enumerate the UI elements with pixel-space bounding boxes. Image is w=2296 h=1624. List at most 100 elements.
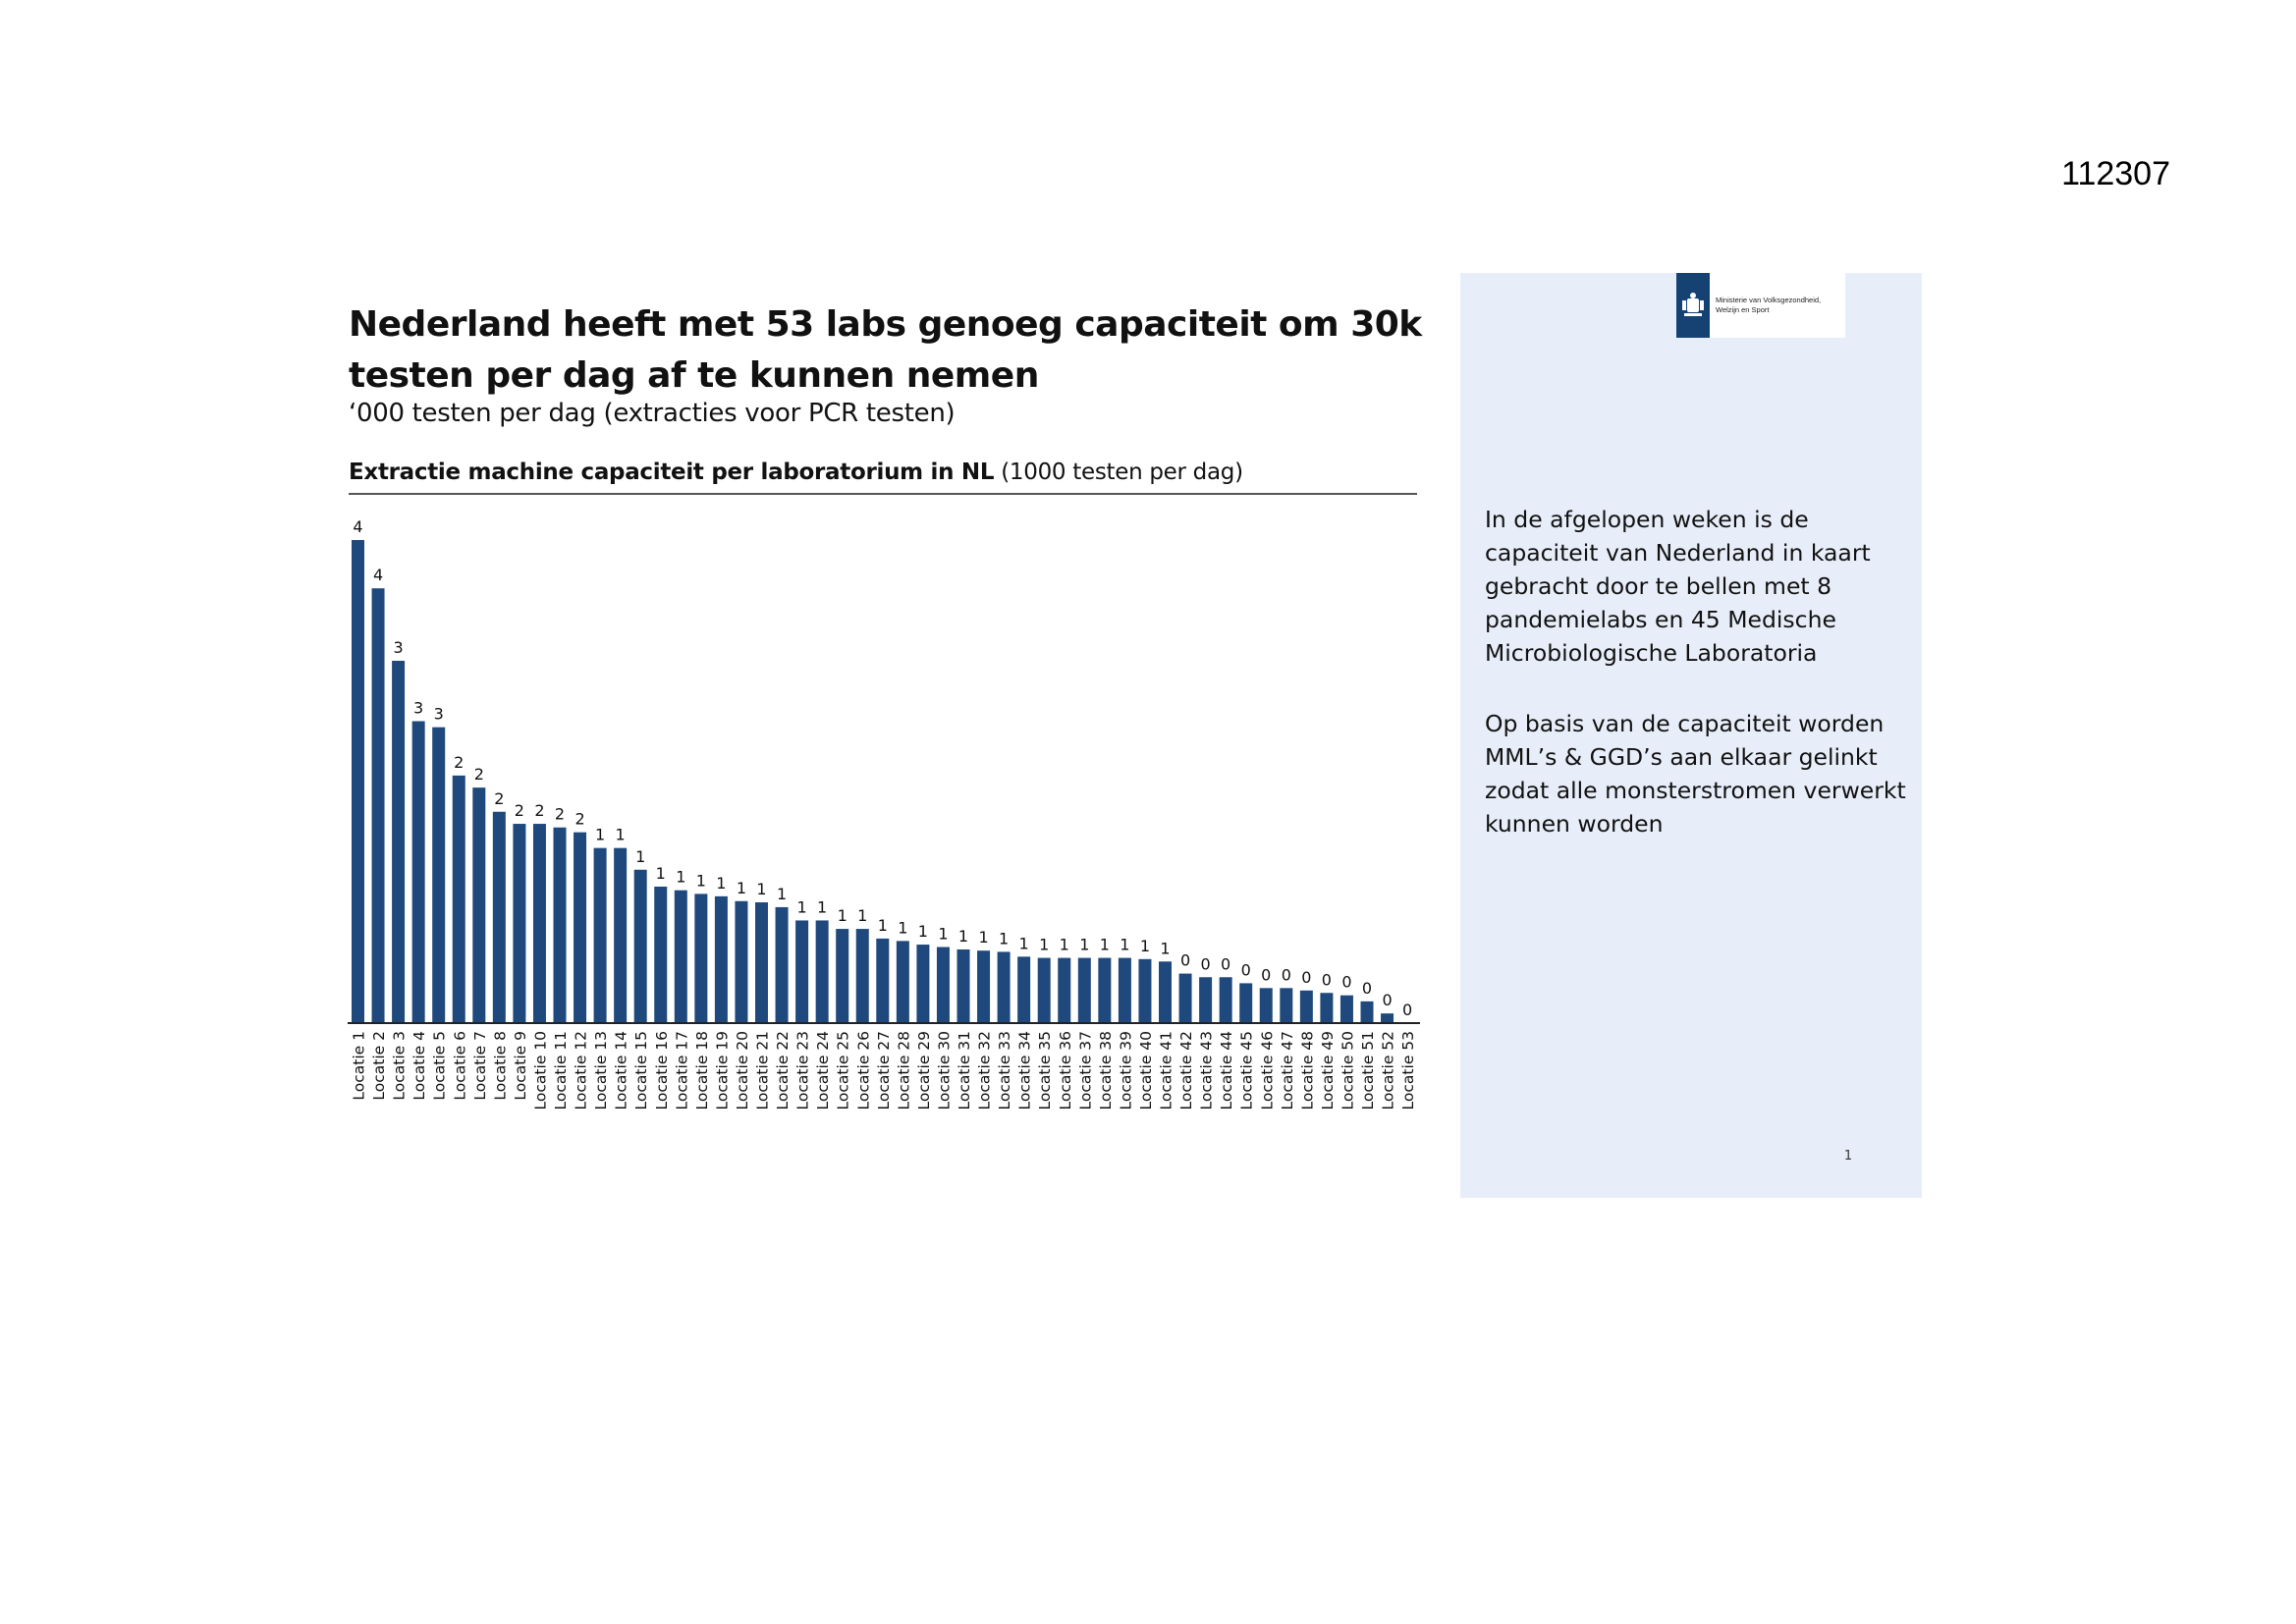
category-label-26: Locatie 26 bbox=[854, 1031, 872, 1110]
value-label-24: 1 bbox=[817, 897, 827, 916]
value-label-39: 1 bbox=[1120, 936, 1129, 954]
bar-34 bbox=[1017, 956, 1031, 1023]
bar-49 bbox=[1320, 993, 1334, 1023]
panel-paragraph-1: In de afgelopen weken is de capaciteit v… bbox=[1485, 506, 1871, 667]
category-labels: Locatie 1 Locatie 2 Locatie 3 Locatie 4 Loca… bbox=[351, 1031, 1418, 1110]
category-label-47: Locatie 47 bbox=[1279, 1031, 1296, 1110]
bar-50 bbox=[1339, 995, 1353, 1023]
value-label-51: 0 bbox=[1362, 979, 1372, 998]
bar-28 bbox=[896, 941, 909, 1023]
bar-12 bbox=[574, 832, 587, 1023]
ministry-name-line2: Welzijn en Sport bbox=[1716, 305, 1770, 314]
bar-20 bbox=[735, 900, 748, 1023]
bar-24 bbox=[815, 920, 829, 1023]
category-label-28: Locatie 28 bbox=[895, 1031, 912, 1110]
category-label-46: Locatie 46 bbox=[1258, 1031, 1276, 1110]
category-label-15: Locatie 15 bbox=[632, 1031, 650, 1110]
value-label-8: 2 bbox=[494, 789, 504, 808]
category-label-3: Locatie 3 bbox=[391, 1031, 409, 1101]
bar-33 bbox=[997, 951, 1011, 1023]
category-label-6: Locatie 6 bbox=[451, 1031, 468, 1101]
bar-14 bbox=[614, 847, 628, 1023]
value-label-32: 1 bbox=[978, 928, 988, 947]
bar-10 bbox=[532, 824, 546, 1023]
value-label-1: 4 bbox=[353, 517, 362, 536]
value-label-52: 0 bbox=[1382, 991, 1392, 1009]
bar-51 bbox=[1360, 1001, 1374, 1023]
value-label-11: 2 bbox=[555, 805, 565, 824]
bar-25 bbox=[836, 929, 849, 1023]
value-label-9: 2 bbox=[515, 801, 524, 820]
bar-21 bbox=[755, 902, 768, 1023]
category-label-43: Locatie 43 bbox=[1198, 1031, 1216, 1110]
value-label-34: 1 bbox=[1019, 934, 1029, 952]
bar-23 bbox=[795, 920, 809, 1023]
bar-29 bbox=[916, 945, 930, 1023]
value-label-3: 3 bbox=[394, 638, 404, 657]
bar-41 bbox=[1159, 961, 1172, 1023]
category-label-32: Locatie 32 bbox=[976, 1031, 994, 1110]
value-label-33: 1 bbox=[999, 929, 1009, 947]
category-label-9: Locatie 9 bbox=[512, 1031, 529, 1101]
category-label-14: Locatie 14 bbox=[613, 1031, 630, 1110]
category-label-11: Locatie 11 bbox=[552, 1031, 570, 1110]
slide-title-line2: testen per dag af te kunnen nemen bbox=[349, 355, 1039, 396]
chart-heading-bold: Extractie machine capaciteit per laborat… bbox=[349, 460, 995, 485]
value-label-53: 0 bbox=[1402, 1001, 1412, 1019]
ministry-logo: Ministerie van Volksgezondheid, Welzijn … bbox=[1676, 273, 1845, 338]
category-label-25: Locatie 25 bbox=[835, 1031, 852, 1110]
bar-11 bbox=[553, 827, 567, 1023]
value-label-42: 0 bbox=[1180, 951, 1190, 970]
bar-52 bbox=[1381, 1013, 1394, 1023]
category-label-42: Locatie 42 bbox=[1177, 1031, 1195, 1110]
bar-36 bbox=[1058, 957, 1071, 1023]
category-label-41: Locatie 41 bbox=[1158, 1031, 1175, 1110]
value-label-35: 1 bbox=[1039, 936, 1049, 954]
value-label-18: 1 bbox=[696, 871, 706, 890]
chart-heading-unit: (1000 testen per dag) bbox=[994, 460, 1243, 485]
value-label-43: 0 bbox=[1201, 954, 1211, 973]
category-label-5: Locatie 5 bbox=[431, 1031, 449, 1101]
value-label-6: 2 bbox=[454, 753, 464, 772]
bar-46 bbox=[1259, 988, 1273, 1023]
slide-title-line1: Nederland heeft met 53 labs genoeg capac… bbox=[349, 304, 1422, 345]
category-label-50: Locatie 50 bbox=[1339, 1031, 1356, 1110]
side-panel: Ministerie van Volksgezondheid, Welzijn … bbox=[1460, 273, 1922, 1198]
bar-40 bbox=[1138, 958, 1152, 1023]
category-label-45: Locatie 45 bbox=[1238, 1031, 1256, 1110]
category-label-34: Locatie 34 bbox=[1016, 1031, 1034, 1110]
panel-paragraph-2: Op basis van de capaciteit worden MML’s … bbox=[1485, 710, 1906, 838]
value-label-17: 1 bbox=[676, 868, 685, 887]
bar-31 bbox=[957, 948, 970, 1023]
value-label-14: 1 bbox=[616, 826, 626, 844]
category-label-13: Locatie 13 bbox=[592, 1031, 610, 1110]
value-label-37: 1 bbox=[1079, 936, 1089, 954]
value-label-20: 1 bbox=[737, 879, 746, 897]
category-label-7: Locatie 7 bbox=[471, 1031, 489, 1101]
value-label-40: 1 bbox=[1140, 937, 1150, 955]
bar-32 bbox=[977, 950, 991, 1023]
value-label-38: 1 bbox=[1100, 936, 1110, 954]
value-label-21: 1 bbox=[756, 880, 766, 898]
category-label-36: Locatie 36 bbox=[1057, 1031, 1074, 1110]
bar-1 bbox=[352, 540, 364, 1023]
value-label-29: 1 bbox=[918, 922, 928, 941]
category-label-4: Locatie 4 bbox=[410, 1031, 428, 1101]
value-label-30: 1 bbox=[938, 925, 948, 944]
bar-series bbox=[352, 540, 1394, 1023]
value-label-10: 2 bbox=[534, 801, 544, 820]
bar-2 bbox=[371, 588, 385, 1023]
category-label-27: Locatie 27 bbox=[875, 1031, 893, 1110]
category-label-39: Locatie 39 bbox=[1117, 1031, 1134, 1110]
category-label-49: Locatie 49 bbox=[1319, 1031, 1337, 1110]
value-label-50: 0 bbox=[1341, 973, 1351, 992]
category-label-31: Locatie 31 bbox=[956, 1031, 973, 1110]
bar-44 bbox=[1219, 977, 1232, 1023]
bar-17 bbox=[674, 890, 687, 1023]
bar-26 bbox=[855, 929, 869, 1023]
category-label-40: Locatie 40 bbox=[1137, 1031, 1155, 1110]
value-label-47: 0 bbox=[1282, 965, 1291, 984]
value-label-45: 0 bbox=[1241, 960, 1251, 979]
panel-text: In de afgelopen weken is de capaciteit v… bbox=[1485, 503, 1907, 878]
